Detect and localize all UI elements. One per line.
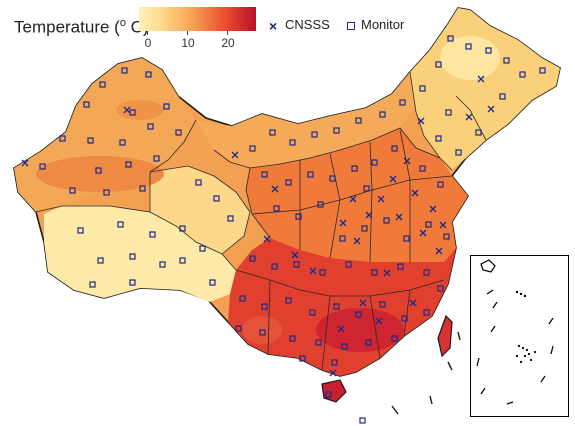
hainan-island: [321, 379, 347, 403]
colorbar-tick-label: 20: [221, 36, 235, 50]
legend-label-cnsss: CNSSS: [285, 17, 330, 32]
colorbar-tick: [227, 31, 228, 35]
guangdong-hot-area: [316, 308, 404, 352]
colorbar-tick: [187, 31, 188, 35]
taiwan-island: [437, 314, 453, 358]
tibet-plateau-region: [44, 206, 236, 302]
tarim-basin-warm-area: [36, 156, 164, 192]
legend-title: Temperature (o C): [14, 17, 149, 38]
monitor-markers: [39, 35, 546, 424]
heilongjiang-cold-area: [440, 36, 500, 80]
colorbar-tick: [147, 31, 148, 35]
legend-title-text: Temperature (: [14, 17, 120, 37]
colorbar-tick-label: 0: [144, 36, 152, 50]
south-china-sea-inset: [470, 255, 569, 417]
inner-mongolia-region: [196, 72, 420, 168]
square-marker-icon: [347, 22, 355, 30]
x-mark-icon: ×: [269, 18, 278, 34]
junggar-warm-area: [116, 100, 164, 120]
cnsss-markers: [21, 75, 495, 377]
inset-islands: [476, 259, 554, 405]
colorbar-tick-label: 10: [181, 36, 195, 50]
province-boundaries: [35, 71, 487, 371]
northeast-region: [410, 8, 560, 170]
southern-china-region: [228, 238, 456, 376]
legend-label-monitor: Monitor: [361, 17, 405, 32]
temperature-colorbar: [139, 7, 256, 31]
sea-boundary-dashes: [391, 331, 461, 415]
degree-symbol: o: [119, 17, 126, 29]
qinghai-region: [150, 166, 250, 254]
